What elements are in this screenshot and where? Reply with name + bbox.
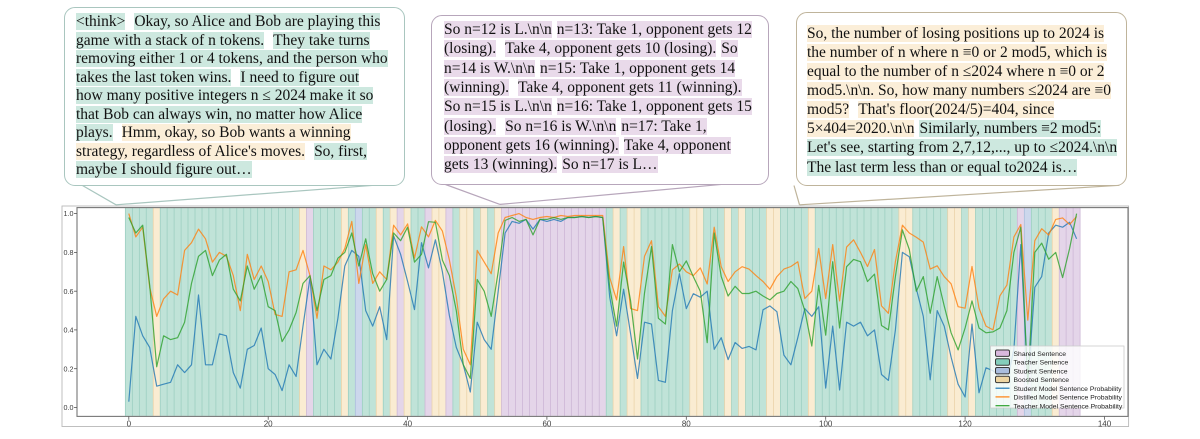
svg-text:Student Sentence: Student Sentence <box>1014 368 1068 375</box>
svg-text:0.2: 0.2 <box>64 364 74 373</box>
svg-text:1.0: 1.0 <box>64 209 74 218</box>
svg-text:120: 120 <box>958 419 972 428</box>
svg-text:Distilled Model Sentence Proba: Distilled Model Sentence Probability <box>1014 395 1123 402</box>
svg-text:Shared Sentence: Shared Sentence <box>1014 351 1067 358</box>
svg-text:0.0: 0.0 <box>64 403 74 412</box>
svg-text:0.6: 0.6 <box>64 287 74 296</box>
svg-text:140: 140 <box>1098 419 1112 428</box>
svg-text:0: 0 <box>127 419 132 428</box>
svg-text:40: 40 <box>403 419 412 428</box>
svg-text:Student Model Sentence Probabi: Student Model Sentence Probability <box>1014 386 1123 393</box>
svg-text:100: 100 <box>819 419 833 428</box>
svg-text:Teacher Sentence: Teacher Sentence <box>1014 360 1069 367</box>
svg-text:60: 60 <box>542 419 551 428</box>
svg-text:Boosted Sentence: Boosted Sentence <box>1014 377 1070 384</box>
svg-text:Teacher Model Sentence Probabi: Teacher Model Sentence Probability <box>1014 403 1123 410</box>
svg-text:0.4: 0.4 <box>64 326 74 335</box>
svg-text:20: 20 <box>264 419 273 428</box>
svg-text:80: 80 <box>682 419 691 428</box>
svg-text:0.8: 0.8 <box>64 248 74 257</box>
